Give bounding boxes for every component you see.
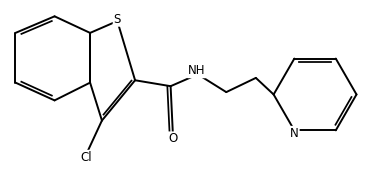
Text: NH: NH [188,64,205,77]
Text: Cl: Cl [81,151,92,164]
Text: O: O [169,132,177,145]
Text: N: N [290,127,299,140]
Text: S: S [113,13,121,26]
